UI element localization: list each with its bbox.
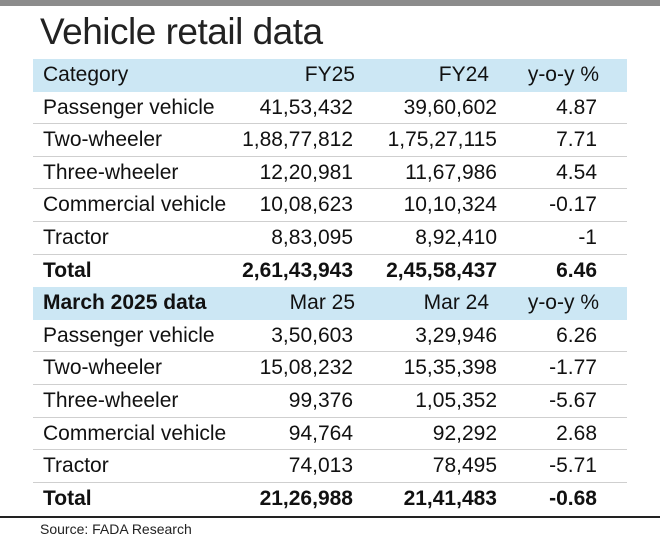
source-note: Source: FADA Research [40,521,192,537]
total-mar25: 21,26,988 [259,486,353,510]
table-row: Three-wheeler 99,376 1,05,352 -5.67 [33,385,627,418]
row-mar24: 1,05,352 [415,388,497,412]
row-mar24: 3,29,946 [415,323,497,347]
header-fy24: FY24 [438,63,489,86]
row-yoy: -5.67 [549,388,597,412]
total-fy24: 2,45,58,437 [386,258,497,282]
row-label: Passenger vehicle [43,323,215,347]
total-row-annual: Total 2,61,43,943 2,45,58,437 6.46 [33,255,627,288]
table-row: Two-wheeler 15,08,232 15,35,398 -1.77 [33,352,627,385]
row-label: Three-wheeler [43,388,179,412]
row-label: Commercial vehicle [43,193,227,217]
row-yoy: -0.17 [549,193,597,217]
header-fy25: FY25 [304,63,355,86]
total-fy25: 2,61,43,943 [242,258,353,282]
table-row: Passenger vehicle 41,53,432 39,60,602 4.… [33,92,627,125]
header-march-2025: March 2025 data [43,291,207,315]
row-yoy: 6.26 [556,323,597,347]
row-yoy: 7.71 [556,128,597,152]
row-label: Three-wheeler [43,160,179,184]
header-mar25: Mar 25 [289,291,355,315]
top-bar [0,0,660,6]
row-label: Two-wheeler [43,128,163,152]
row-label: Tractor [43,454,109,478]
row-fy25: 12,20,981 [259,160,353,184]
row-mar24: 92,292 [432,421,497,445]
table-header-annual: Category FY25 FY24 y-o-y % [33,59,627,92]
row-label: Two-wheeler [43,356,163,380]
row-fy25: 8,83,095 [271,225,353,249]
row-yoy: -5.71 [549,454,597,478]
footer-rule [0,516,660,518]
row-label: Passenger vehicle [43,95,215,119]
table-row: Two-wheeler 1,88,77,812 1,75,27,115 7.71 [33,124,627,157]
row-mar25: 15,08,232 [259,356,353,380]
table-row: Commercial vehicle 94,764 92,292 2.68 [33,418,627,451]
row-yoy: 4.87 [556,95,597,119]
row-fy24: 10,10,324 [403,193,497,217]
total-yoy: -0.68 [549,486,597,510]
table-row: Three-wheeler 12,20,981 11,67,986 4.54 [33,157,627,190]
row-yoy: 4.54 [556,160,597,184]
header-mar24: Mar 24 [423,291,489,315]
row-label: Tractor [43,225,109,249]
header-yoy-monthly: y-o-y % [527,291,599,315]
total-mar24: 21,41,483 [403,486,497,510]
row-label: Commercial vehicle [43,421,227,445]
row-fy24: 8,92,410 [415,225,497,249]
table-header-monthly: March 2025 data Mar 25 Mar 24 y-o-y % [33,287,627,320]
row-mar25: 99,376 [288,388,353,412]
total-yoy: 6.46 [556,258,597,282]
row-fy25: 1,88,77,812 [242,128,353,152]
total-label: Total [43,258,92,282]
header-yoy: y-o-y % [527,63,599,86]
row-yoy: -1.77 [549,356,597,380]
row-fy25: 10,08,623 [259,193,353,217]
row-fy24: 39,60,602 [403,95,497,119]
row-mar24: 15,35,398 [403,356,497,380]
row-mar25: 94,764 [288,421,353,445]
row-mar25: 3,50,603 [271,323,353,347]
page-title: Vehicle retail data [40,11,323,52]
row-fy24: 1,75,27,115 [387,128,497,152]
row-fy24: 11,67,986 [405,160,497,184]
row-mar24: 78,495 [432,454,497,478]
total-row-monthly: Total 21,26,988 21,41,483 -0.68 [33,483,627,516]
row-fy25: 41,53,432 [259,95,353,119]
table-row: Commercial vehicle 10,08,623 10,10,324 -… [33,189,627,222]
table-row: Passenger vehicle 3,50,603 3,29,946 6.26 [33,320,627,353]
table-row: Tractor 74,013 78,495 -5.71 [33,450,627,483]
row-mar25: 74,013 [288,454,353,478]
row-yoy: -1 [578,225,597,249]
header-category: Category [43,63,129,86]
total-label: Total [43,486,92,510]
retail-table: Category FY25 FY24 y-o-y % Passenger veh… [33,59,627,515]
row-yoy: 2.68 [556,421,597,445]
table-row: Tractor 8,83,095 8,92,410 -1 [33,222,627,255]
